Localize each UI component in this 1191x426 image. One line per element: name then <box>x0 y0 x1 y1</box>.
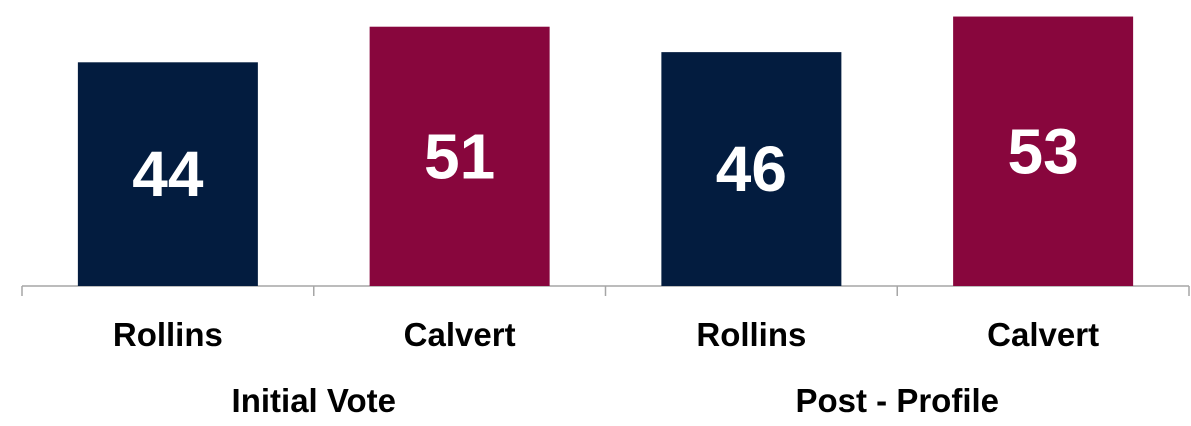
bar-value-label: 53 <box>1008 115 1079 187</box>
group-label: Initial Vote <box>232 382 396 419</box>
category-label: Calvert <box>987 316 1099 353</box>
bar-value-label: 44 <box>132 138 204 210</box>
category-label: Rollins <box>696 316 806 353</box>
group-label: Post - Profile <box>795 382 999 419</box>
bar-value-label: 46 <box>716 133 787 205</box>
bar-rollins <box>77 62 258 286</box>
bar-rollins <box>661 52 842 286</box>
bar-value-label: 51 <box>424 120 495 192</box>
bar-calvert <box>953 16 1134 287</box>
category-label: Calvert <box>404 316 516 353</box>
category-label: Rollins <box>113 316 223 353</box>
bar-calvert <box>369 26 550 287</box>
